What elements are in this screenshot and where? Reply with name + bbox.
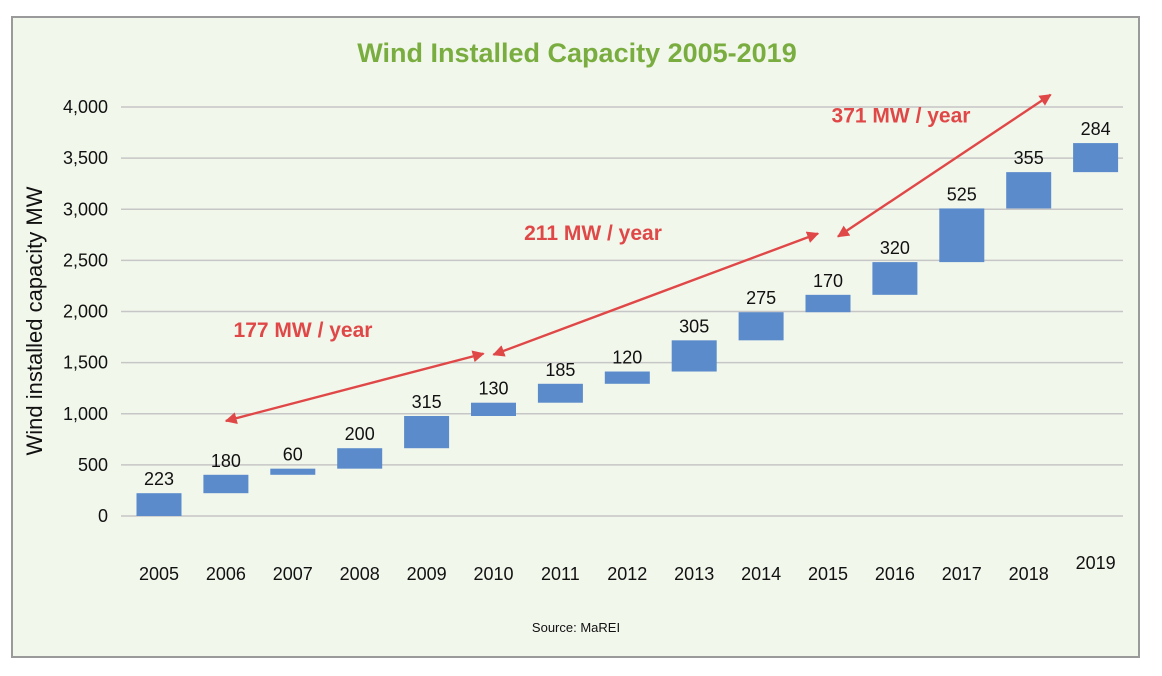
chart-svg: Wind Installed Capacity 2005-2019 0 500 1,…	[22, 38, 1123, 635]
y-tick-label: 4,000	[63, 97, 108, 117]
x-tick-label: 2013	[674, 564, 714, 584]
trend-annotation: 177 MW / year	[234, 319, 373, 342]
data-label: 315	[412, 392, 442, 412]
data-label: 60	[283, 445, 303, 465]
data-label: 120	[612, 348, 642, 368]
x-tick-label: 2019	[1076, 553, 1116, 573]
y-tick-label: 1,000	[63, 404, 108, 424]
data-label: 320	[880, 238, 910, 258]
trend-arrow	[837, 93, 1052, 238]
data-label: 180	[211, 451, 241, 471]
bar	[805, 294, 851, 313]
data-label: 305	[679, 316, 709, 336]
bar	[1073, 143, 1119, 173]
bar	[604, 371, 650, 384]
trend-annotation: 371 MW / year	[832, 104, 971, 127]
y-tick-label: 0	[98, 506, 108, 526]
x-tick-labels: 2005 2006 2007 2008 2009 2010 2011 2012 2013 2014…	[139, 553, 1116, 584]
data-label: 185	[545, 360, 575, 380]
x-tick-label: 2017	[942, 564, 982, 584]
bar	[1006, 172, 1052, 209]
bar	[738, 312, 784, 341]
bar	[471, 402, 516, 416]
chart-title: Wind Installed Capacity 2005-2019	[357, 38, 796, 68]
bar	[337, 448, 383, 469]
x-tick-label: 2012	[607, 564, 647, 584]
y-tick-label: 500	[78, 455, 108, 475]
x-tick-label: 2016	[875, 564, 915, 584]
trend-annotation: 211 MW / year	[524, 222, 662, 245]
data-label: 200	[345, 424, 375, 444]
trend-arrow	[224, 350, 485, 424]
x-tick-label: 2015	[808, 564, 848, 584]
y-tick-label: 3,000	[63, 199, 108, 219]
data-label: 170	[813, 271, 843, 291]
x-tick-label: 2014	[741, 564, 781, 584]
bar	[270, 468, 316, 475]
x-tick-label: 2007	[273, 564, 313, 584]
x-tick-label: 2009	[407, 564, 447, 584]
x-tick-label: 2018	[1009, 564, 1049, 584]
x-tick-label: 2006	[206, 564, 246, 584]
x-tick-label: 2010	[473, 564, 513, 584]
trend-arrows: 177 MW / year 211 MW / year 371 MW / year	[224, 93, 1052, 424]
x-tick-label: 2011	[541, 564, 580, 584]
data-label: 355	[1014, 148, 1044, 168]
y-tick-labels: 0 500 1,000 1,500 2,000 2,500 3,000 3,500 4,000	[63, 97, 108, 526]
bar	[939, 208, 985, 263]
data-label: 223	[144, 469, 174, 489]
y-tick-label: 3,500	[63, 148, 108, 168]
bar	[136, 493, 182, 516]
x-tick-label: 2008	[340, 564, 380, 584]
trend-arrow	[492, 231, 820, 357]
data-label: 275	[746, 288, 776, 308]
bar	[671, 340, 717, 372]
bar	[203, 474, 249, 494]
y-axis-label: Wind installed capacity MW	[22, 186, 47, 455]
data-label: 284	[1081, 119, 1111, 139]
data-label: 525	[947, 184, 977, 204]
source-note: Source: MaREI	[532, 620, 620, 635]
bar	[872, 262, 918, 295]
bar	[537, 383, 583, 403]
y-tick-label: 2,500	[63, 250, 108, 270]
chart-frame: Wind Installed Capacity 2005-2019 0 500 1,…	[11, 16, 1140, 658]
grid	[121, 106, 1123, 517]
y-tick-label: 2,000	[63, 302, 108, 322]
x-tick-label: 2005	[139, 564, 179, 584]
bar	[404, 415, 450, 449]
data-label: 130	[478, 379, 508, 399]
y-tick-label: 1,500	[63, 353, 108, 373]
